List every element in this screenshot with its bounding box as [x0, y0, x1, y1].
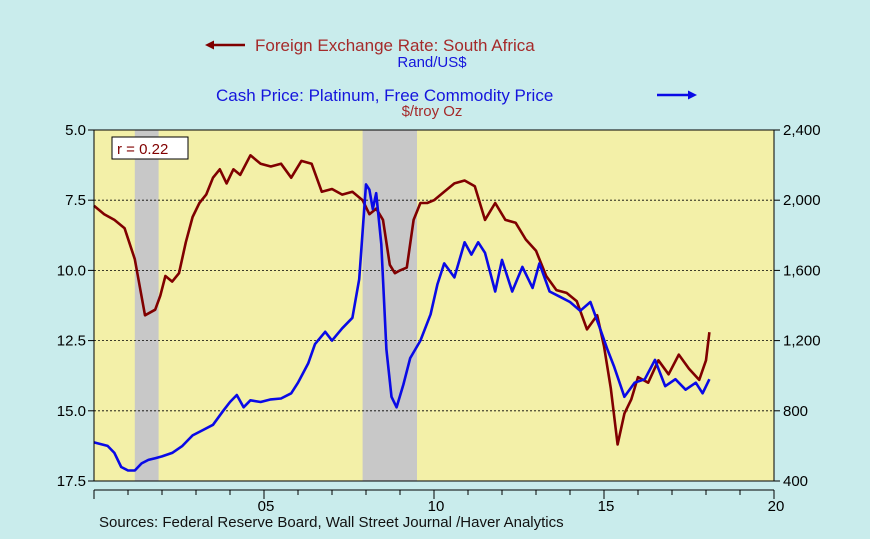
x-axis-tick-label: 20 — [768, 498, 785, 515]
recession-band-1 — [362, 130, 417, 481]
correlation-label: r = 0.22 — [117, 141, 168, 158]
x-axis-tick-label: 15 — [598, 498, 615, 515]
left-axis-tick-label: 10.0 — [57, 262, 86, 279]
sources-note: Sources: Federal Reserve Board, Wall Str… — [99, 514, 564, 531]
axis-labels: 5.0 7.5 10.0 12.5 15.0 17.5 400 800 1,200 1,600 2,… — [57, 122, 821, 515]
legend-fx: Foreign Exchange Rate: South Africa Rand… — [205, 36, 535, 71]
series-lines — [93, 154, 711, 472]
legend-fx-arrow-head — [205, 40, 214, 50]
plot-border — [93, 129, 775, 482]
legend-platinum: Cash Price: Platinum, Free Commodity Pri… — [216, 86, 697, 120]
legend-fx-title: Foreign Exchange Rate: South Africa — [255, 36, 535, 55]
left-axis-tick-label: 7.5 — [65, 192, 86, 209]
correlation-box-frame — [111, 136, 189, 160]
right-axis-tick-label: 1,200 — [783, 333, 821, 350]
recession-bands — [134, 130, 417, 481]
right-axis-tick-label: 400 — [783, 473, 808, 490]
legend-platinum-title: Cash Price: Platinum, Free Commodity Pri… — [216, 86, 553, 105]
plot-area — [94, 130, 774, 481]
platinum-series-line — [93, 183, 711, 472]
correlation-box: r = 0.22 — [111, 136, 189, 160]
left-axis-tick-label: 17.5 — [57, 473, 86, 490]
legend-platinum-arrow-head — [688, 90, 697, 100]
axis-ticks — [88, 129, 780, 499]
right-axis-tick-label: 1,600 — [783, 262, 821, 279]
legend-fx-unit: Rand/US$ — [397, 54, 467, 71]
x-axis-tick-label: 05 — [258, 498, 275, 515]
legend-platinum-unit: $/troy Oz — [402, 103, 463, 120]
right-axis-tick-label: 800 — [783, 403, 808, 420]
left-axis-tick-label: 5.0 — [65, 122, 86, 139]
right-axis-tick-label: 2,400 — [783, 122, 821, 139]
recession-band-0 — [134, 130, 159, 481]
rand-series-line — [93, 154, 711, 446]
right-axis-tick-label: 2,000 — [783, 192, 821, 209]
left-axis-tick-label: 12.5 — [57, 333, 86, 350]
x-axis-tick-label: 10 — [428, 498, 445, 515]
left-axis-tick-label: 15.0 — [57, 403, 86, 420]
